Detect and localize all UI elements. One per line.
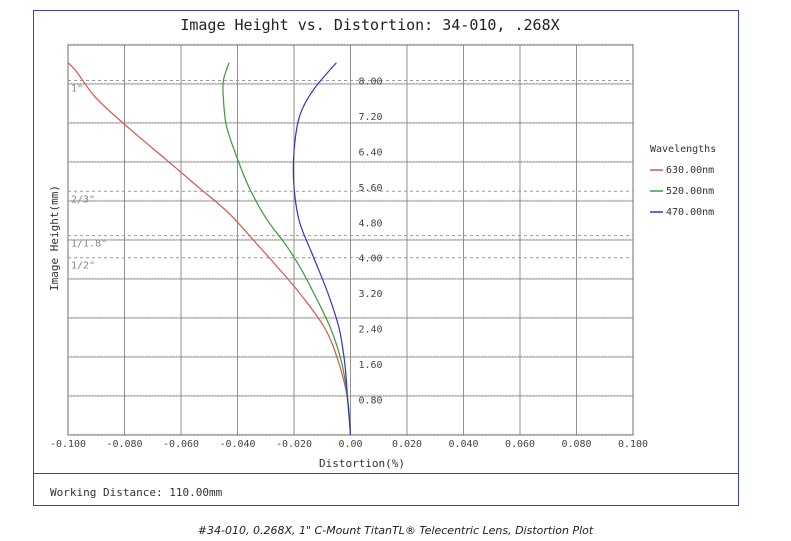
x-tick-label: 0.080 bbox=[561, 439, 591, 450]
legend-title: Wavelengths bbox=[650, 144, 716, 155]
sensor-line-label: 1/2" bbox=[71, 261, 95, 272]
y-tick-label: 7.20 bbox=[359, 112, 383, 123]
x-axis-label: Distortion(%) bbox=[319, 457, 405, 470]
x-tick-label: -0.020 bbox=[276, 439, 312, 450]
y-tick-label: 5.60 bbox=[359, 183, 383, 194]
x-tick-label: -0.100 bbox=[50, 439, 86, 450]
legend: Wavelengths 630.00nm 520.00nm 470.00nm bbox=[650, 144, 716, 218]
legend-entry: 470.00nm bbox=[666, 207, 714, 218]
y-tick-label: 8.00 bbox=[359, 76, 383, 87]
x-tick-label: 0.100 bbox=[618, 439, 648, 450]
legend-entry: 630.00nm bbox=[666, 165, 714, 176]
series-lines bbox=[67, 62, 352, 436]
chart-title: Image Height vs. Distortion: 34-010, .26… bbox=[180, 16, 559, 34]
legend-entry: 520.00nm bbox=[666, 186, 714, 197]
x-tick-label: 0.020 bbox=[392, 439, 422, 450]
sensor-line-label: 1" bbox=[71, 83, 83, 94]
sensor-size-lines: 1" 2/3" 1/1.8" 1/2" bbox=[68, 79, 633, 272]
y-tick-label: 6.40 bbox=[359, 147, 383, 158]
y-tick-label: 4.80 bbox=[359, 218, 383, 229]
sensor-line-label: 2/3" bbox=[71, 194, 95, 205]
y-tick-label: 0.80 bbox=[359, 396, 383, 407]
x-tick-label: 0.00 bbox=[338, 439, 362, 450]
y-tick-label: 3.20 bbox=[359, 289, 383, 300]
y-tick-labels: 0.80 1.60 2.40 3.20 4.00 4.80 5.60 6.40 7.20 8.00 bbox=[359, 76, 383, 406]
figure-caption: #34-010, 0.268X, 1" C-Mount TitanTL® Tel… bbox=[197, 524, 594, 537]
x-tick-label: 0.060 bbox=[505, 439, 535, 450]
footer-divider bbox=[33, 473, 739, 474]
working-distance-label: Working Distance: 110.00mm bbox=[50, 486, 223, 499]
y-tick-label: 1.60 bbox=[359, 360, 383, 371]
x-tick-label: 0.040 bbox=[448, 439, 478, 450]
series-line-630.00nm bbox=[67, 62, 352, 436]
y-tick-label: 2.40 bbox=[359, 325, 383, 336]
y-axis-label: Image Height(mm) bbox=[48, 185, 61, 291]
chart-grid bbox=[67, 43, 634, 436]
x-tick-labels: -0.100 -0.080 -0.060 -0.040 -0.020 0.00 0.020 0… bbox=[50, 439, 648, 450]
y-tick-label: 4.00 bbox=[359, 254, 383, 265]
series-line-470.00nm bbox=[292, 62, 352, 436]
sensor-line-label: 1/1.8" bbox=[71, 239, 107, 250]
x-tick-label: -0.080 bbox=[106, 439, 142, 450]
x-tick-label: -0.040 bbox=[219, 439, 255, 450]
series-line-520.00nm bbox=[222, 62, 352, 436]
x-tick-label: -0.060 bbox=[163, 439, 199, 450]
